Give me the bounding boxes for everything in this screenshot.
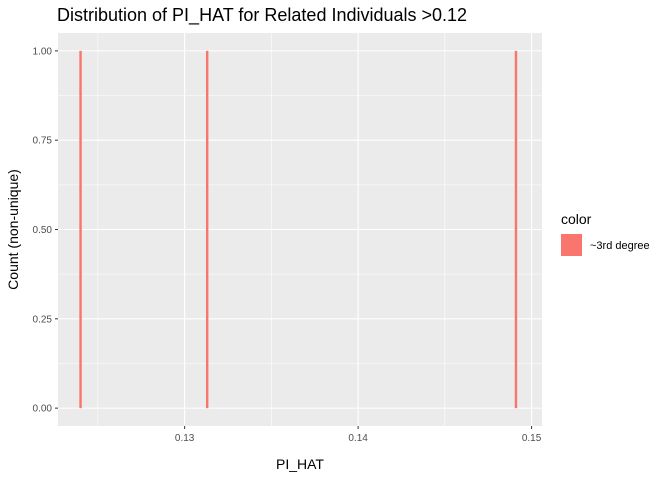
legend-key-swatch [561,234,582,256]
grid-layer [58,33,542,426]
y-tick-label: 0.00 [33,404,53,415]
y-tick-label: 0.75 [33,136,53,147]
x-axis-title: PI_HAT [276,456,324,472]
y-axis: 0.00 0.25 0.50 0.75 1.00 [33,46,58,415]
y-axis-title: Count (non-unique) [5,169,21,290]
histogram-bar [514,50,518,409]
y-tick-label: 0.25 [33,314,53,325]
legend-label: ~3rd degree [590,240,650,252]
histogram-bar [79,50,82,409]
x-tick-label: 0.13 [175,433,195,444]
legend: color ~3rd degree [561,211,650,256]
x-tick-label: 0.15 [522,433,542,444]
chart-title: Distribution of PI_HAT for Related Indiv… [57,5,467,26]
bar-layer [79,50,518,409]
x-axis: 0.13 0.14 0.15 [175,426,542,444]
y-tick-label: 0.50 [33,225,53,236]
histogram-bar [205,50,209,409]
x-tick-label: 0.14 [348,433,368,444]
legend-title: color [561,211,592,227]
y-tick-label: 1.00 [33,46,53,57]
